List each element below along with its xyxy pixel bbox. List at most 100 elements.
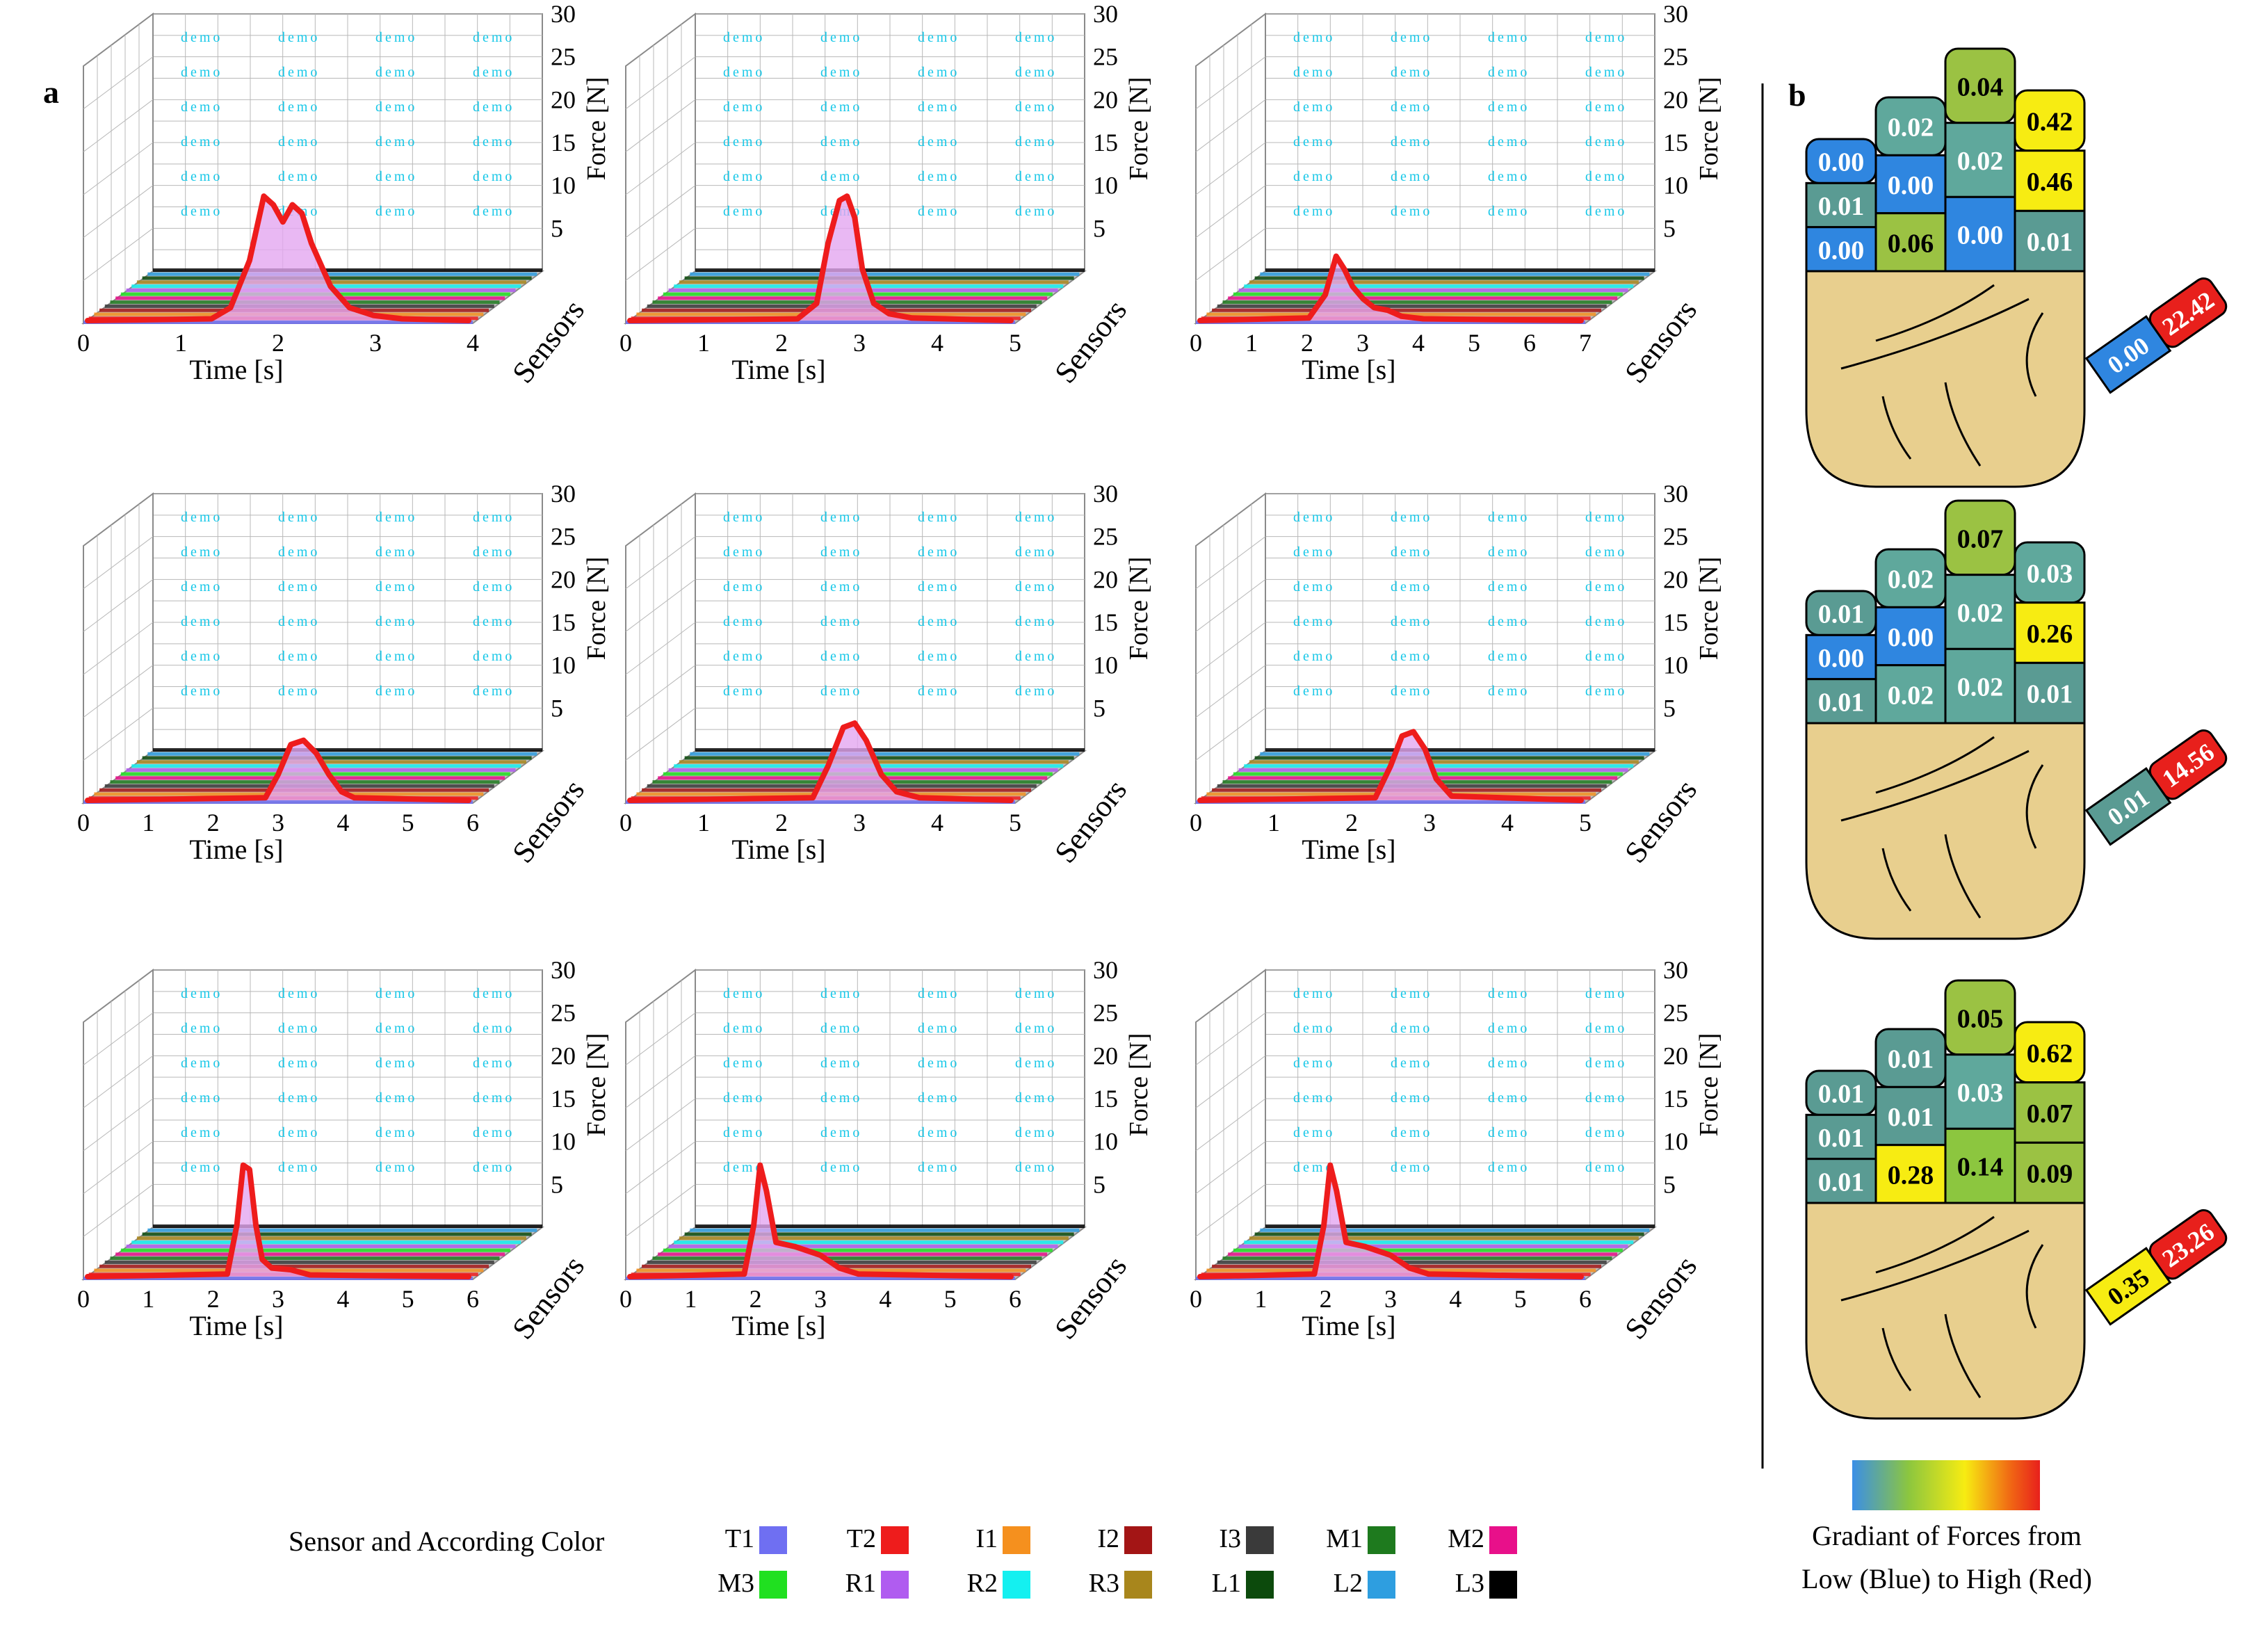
peak-point (1580, 319, 1582, 322)
x-tick-label: 4 (879, 1285, 891, 1313)
watermark-text: demo (820, 1125, 862, 1140)
peak-point (1345, 1240, 1348, 1244)
watermark-text: demo (1391, 1125, 1432, 1140)
peak-point (853, 216, 857, 219)
watermark-text: demo (1015, 134, 1057, 149)
peak-point (261, 1258, 264, 1261)
watermark-text: demo (1391, 1160, 1432, 1175)
watermark-text: demo (1293, 169, 1335, 184)
watermark-text: demo (473, 614, 515, 629)
y-tick-label: 30 (551, 0, 576, 28)
x-tick-label: 0 (77, 809, 90, 836)
watermark-text: demo (473, 65, 515, 80)
y-tick-label: 30 (551, 956, 576, 984)
y-tick-label: 15 (551, 608, 576, 636)
y-tick-label: 20 (1663, 565, 1688, 593)
little-finger-value: 0.01 (1818, 688, 1865, 717)
watermark-text: demo (278, 579, 320, 595)
watermark-text: demo (1391, 510, 1432, 525)
panel-a-label: a (43, 74, 59, 110)
watermark-text: demo (1293, 649, 1335, 664)
watermark-text: demo (820, 614, 862, 629)
watermark-text: demo (1488, 579, 1530, 595)
y-axis-label: Force [N] (582, 557, 611, 661)
x-tick-label: 2 (207, 1285, 220, 1313)
peak-point (308, 1273, 311, 1277)
legend-label: L3 (1455, 1569, 1484, 1598)
watermark-text: demo (918, 1090, 959, 1106)
watermark-text: demo (820, 169, 862, 184)
z-axis-label: Sensors (1618, 1250, 1703, 1345)
x-axis-label: Time [s] (731, 354, 825, 385)
y-tick-label: 15 (1663, 129, 1688, 156)
watermark-text: demo (723, 614, 765, 629)
watermark-text: demo (1391, 99, 1432, 115)
watermark-text: demo (375, 65, 417, 80)
sensor-band (690, 1228, 1080, 1232)
side-gridline (83, 56, 154, 110)
watermark-text: demo (918, 1160, 959, 1175)
peak-point (759, 1163, 762, 1167)
index-finger-value: 0.01 (2027, 228, 2073, 257)
peak-point (826, 242, 829, 245)
watermark-text: demo (278, 1160, 320, 1175)
peak-point (880, 773, 883, 776)
legend-label: L1 (1212, 1569, 1241, 1598)
watermark-text: demo (181, 1090, 222, 1106)
sensor-band (126, 1244, 516, 1248)
watermark-text: demo (181, 614, 222, 629)
watermark-text: demo (1391, 579, 1432, 595)
legend-label: R2 (967, 1569, 998, 1598)
x-axis-label: Time [s] (189, 834, 283, 865)
ring-finger-segment (1874, 664, 1947, 725)
y-tick-label: 15 (1663, 1085, 1688, 1113)
y-tick-label: 5 (551, 214, 563, 242)
palm-line (1840, 298, 2030, 370)
side-gridline (83, 1141, 154, 1195)
peak-point (1427, 1272, 1430, 1276)
side-gridline (625, 707, 696, 761)
peak-point (348, 306, 351, 309)
sensor-band (131, 1240, 521, 1245)
legend-swatch (759, 1571, 787, 1599)
watermark-text: demo (181, 1021, 222, 1036)
peak-area (88, 196, 469, 321)
side-gridline (1195, 1098, 1266, 1151)
peak-point (210, 317, 213, 321)
peak-point (918, 796, 921, 800)
peak-point (887, 312, 891, 316)
palm (1805, 722, 2086, 940)
peak-point (1423, 747, 1427, 750)
watermark-text: demo (278, 684, 320, 699)
legend-swatch (1003, 1526, 1030, 1554)
watermark-text: demo (181, 1125, 222, 1140)
palm-line (1944, 1313, 1982, 1398)
sensor-band (104, 1260, 494, 1264)
peak-point (235, 1224, 238, 1227)
y-tick-label: 30 (1663, 480, 1688, 508)
y-tick-label: 15 (1093, 608, 1118, 636)
peak-area (88, 740, 469, 800)
watermark-text: demo (918, 986, 959, 1001)
y-tick-label: 30 (1663, 956, 1688, 984)
watermark-text: demo (473, 649, 515, 664)
watermark-text: demo (1488, 134, 1530, 149)
watermark-text: demo (918, 510, 959, 525)
sensor-band (674, 1240, 1064, 1245)
watermark-text: demo (375, 544, 417, 560)
watermark-text: demo (723, 65, 765, 80)
sensor-band (1228, 296, 1618, 300)
peak-point (765, 1189, 768, 1193)
watermark-text: demo (181, 1056, 222, 1071)
palm-line (1881, 848, 1912, 912)
ring-finger-value: 0.02 (1888, 565, 1934, 595)
sensor-band (695, 268, 1085, 272)
x-tick-label: 6 (1009, 1285, 1021, 1313)
little-finger-segment (1805, 226, 1877, 273)
peak-point (86, 319, 89, 322)
watermark-text: demo (723, 1125, 765, 1140)
watermark-text: demo (181, 204, 222, 219)
gradient-label-line1: Gradiant of Forces from (1812, 1520, 2082, 1551)
x-tick-label: 3 (853, 329, 866, 357)
watermark-text: demo (1488, 30, 1530, 45)
